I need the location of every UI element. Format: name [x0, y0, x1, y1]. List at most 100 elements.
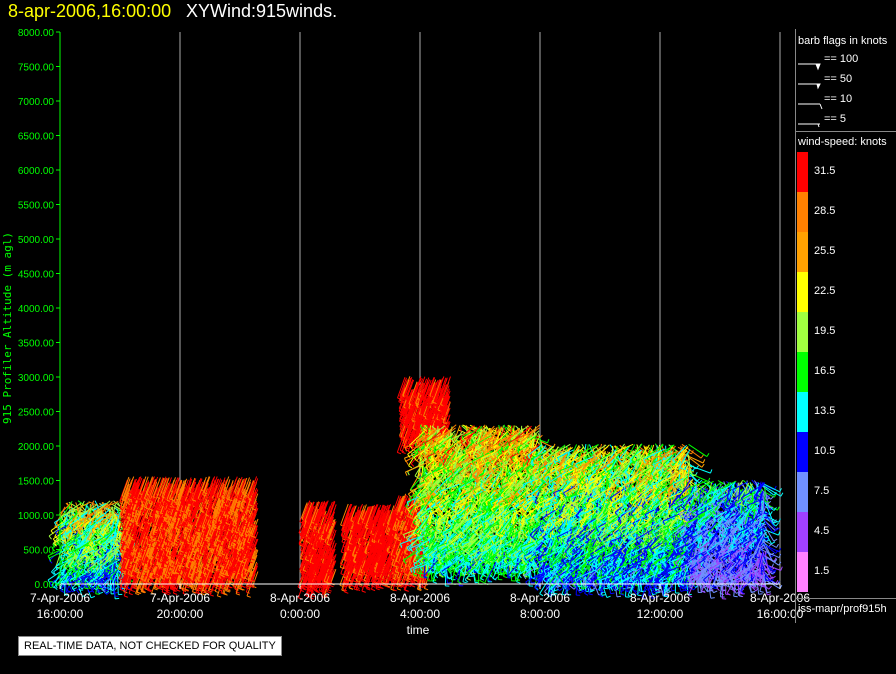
wind-barb-flag: [60, 561, 63, 566]
wind-barb-flag: [68, 565, 73, 569]
wind-barb: [58, 503, 72, 515]
wind-barb-flag: [73, 529, 77, 534]
wind-barb: [75, 563, 90, 580]
wind-barb-flag: [53, 571, 57, 576]
wind-barb-flag: [75, 579, 78, 584]
wind-barb-flag: [53, 586, 58, 590]
wind-barb-flag: [115, 558, 120, 560]
wind-barb-flag: [77, 566, 82, 570]
wind-barb-flag: [241, 585, 246, 588]
wind-barb-flag: [67, 526, 72, 530]
wind-barb-flag: [55, 584, 58, 589]
wind-barb-flag: [71, 568, 75, 573]
wind-barb-flag: [77, 518, 81, 523]
wind-barb: [49, 544, 67, 561]
wind-barb-flag: [47, 555, 51, 560]
wind-barb-flag: [235, 593, 240, 596]
wind-barb-flag: [246, 595, 251, 598]
wind-barb-flag: [73, 543, 78, 546]
wind-barb: [47, 566, 68, 581]
wind-barb: [64, 512, 79, 525]
wind-barb-flag: [55, 566, 58, 571]
wind-barb: [57, 516, 74, 528]
wind-barb-flag: [217, 595, 222, 598]
wind-barb-flag: [228, 586, 233, 589]
wind-barb-flag: [47, 579, 51, 584]
wind-barb-flag: [53, 522, 58, 527]
wind-barb-flag: [49, 582, 53, 587]
wind-barb-flag: [135, 593, 140, 596]
wind-barb-flag: [64, 547, 68, 552]
wind-barb-flag: [153, 588, 158, 591]
wind-barb-flag: [50, 530, 54, 535]
wind-barb-flag: [48, 535, 52, 540]
wind-barb: [66, 575, 73, 591]
wind-barb-flag: [76, 561, 80, 566]
wind-barb: [67, 539, 81, 547]
wind-barb-flag: [77, 528, 81, 533]
chart-date-title: 8-apr-2006,16:00:00: [8, 1, 171, 22]
wind-barb-flag: [105, 590, 110, 594]
wind-barb: [76, 502, 90, 510]
wind-barb-flag: [84, 587, 89, 590]
wind-barb-flag: [158, 587, 163, 591]
wind-barb: [78, 568, 93, 578]
wind-barb: [82, 502, 89, 518]
wind-barb-flag: [74, 551, 78, 556]
wind-barb-flag: [88, 590, 93, 593]
wind-barb-flag: [66, 557, 70, 562]
wind-barb-flag: [54, 542, 58, 547]
wind-barb: [72, 530, 79, 545]
wind-barb-flag: [65, 543, 69, 548]
wind-barb-flag: [95, 593, 100, 595]
wind-barb-flag: [130, 589, 136, 593]
wind-barb-flag: [71, 530, 76, 534]
wind-barb-flag: [66, 552, 71, 556]
wind-barb-flag: [60, 556, 63, 561]
wind-barb-flag: [69, 525, 73, 529]
wind-barb: [54, 513, 68, 523]
wind-barb-flag: [128, 592, 133, 596]
wind-barbs: [47, 376, 784, 600]
wind-barb-flag: [106, 591, 111, 595]
wind-barb-flag: [51, 571, 55, 575]
wind-barb-flag: [76, 508, 79, 513]
wind-barb-flag: [60, 520, 65, 524]
wind-barb-flag: [66, 590, 72, 593]
wind-barb-flag: [60, 535, 64, 540]
wind-barb-flag: [51, 547, 56, 552]
wind-barb-flag: [49, 560, 53, 564]
wind-barb-flag: [67, 548, 71, 553]
wind-barb-flag: [61, 539, 66, 543]
wind-barb-flag: [71, 587, 76, 592]
wind-barb-flag: [115, 597, 120, 600]
wind-barb-flag: [70, 582, 73, 587]
wind-barb-flag: [223, 593, 228, 596]
wind-barb-flag: [67, 571, 71, 576]
wind-barb-flag: [64, 535, 69, 540]
wind-barb-flag: [96, 589, 101, 591]
wind-barb-flag: [124, 595, 129, 598]
wind-barb: [53, 526, 71, 540]
wind-barb-flag: [60, 529, 65, 532]
wind-barb-flag: [71, 589, 77, 593]
wind-barb-flag: [62, 573, 67, 577]
wind-barb: [74, 500, 85, 522]
wind-barb-flag: [56, 540, 60, 545]
wind-barb-flag: [52, 538, 57, 543]
wind-barb-flag: [82, 594, 87, 597]
wind-barb-flag: [90, 595, 95, 599]
wind-barb: [66, 502, 82, 514]
wind-barb: [59, 501, 73, 521]
wind-barb-flag: [60, 515, 64, 521]
wind-barb-flag: [61, 546, 65, 551]
wind-barb-flag: [73, 587, 78, 590]
wind-barb: [60, 507, 80, 517]
wind-barb-flag: [99, 591, 104, 595]
wind-barb-flag: [137, 591, 142, 594]
wind-barb-flag: [71, 550, 75, 556]
wind-barb-flag: [66, 513, 70, 517]
wind-barb-flag: [52, 543, 56, 548]
wind-barb: [48, 548, 69, 559]
